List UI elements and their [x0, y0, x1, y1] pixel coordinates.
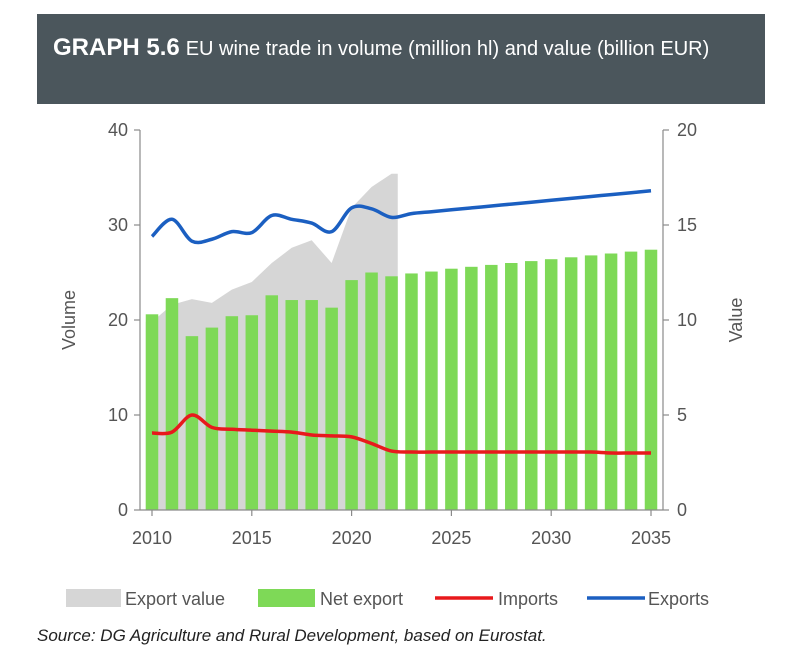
y2-tick-label: 5: [677, 405, 687, 425]
y2-tick-label: 20: [677, 120, 697, 140]
y-tick-label: 10: [108, 405, 128, 425]
legend-label-exports: Exports: [648, 589, 709, 609]
y2-tick-label: 0: [677, 500, 687, 520]
graph-number: GRAPH 5.6: [53, 34, 180, 61]
legend: Export value Net export Imports Exports: [66, 589, 709, 609]
net-export-bar-2034: [624, 251, 638, 510]
net-export-bar-2028: [505, 263, 518, 510]
net-export-bar-2035: [644, 249, 658, 510]
net-export-bar-2033: [604, 253, 618, 510]
x-tick-label: 2035: [631, 528, 671, 548]
y-tick-label: 0: [118, 500, 128, 520]
net-export-bar-2030: [544, 259, 558, 510]
net-export-bar-2019: [325, 307, 338, 510]
net-export-bar-2017: [285, 300, 298, 510]
legend-label-imports: Imports: [498, 589, 558, 609]
x-tick-label: 2015: [232, 528, 272, 548]
net-export-bar-2016: [265, 295, 279, 510]
x-tick-label: 2030: [531, 528, 571, 548]
legend-label-export-value: Export value: [125, 589, 225, 609]
source-note: Source: DG Agriculture and Rural Develop…: [37, 626, 547, 645]
graph-title: EU wine trade in volume (million hl) and…: [185, 38, 710, 60]
net-export-bars-layer: [145, 249, 658, 510]
y2-tick-label: 10: [677, 310, 697, 330]
legend-swatch-net-export: [258, 589, 315, 607]
x-tick-label: 2010: [132, 528, 172, 548]
net-export-bar-2011: [165, 298, 179, 510]
y2-axis-title: Value: [726, 298, 746, 343]
y-tick-label: 40: [108, 120, 128, 140]
net-export-bar-2032: [584, 255, 598, 510]
y-tick-label: 20: [108, 310, 128, 330]
imports-line: [151, 413, 651, 455]
legend-label-net-export: Net export: [320, 589, 403, 609]
net-export-bar-2015: [245, 315, 259, 510]
x-tick-label: 2025: [431, 528, 471, 548]
y-tick-label: 30: [108, 215, 128, 235]
net-export-bar-2027: [485, 264, 498, 510]
net-export-bar-2010: [145, 314, 159, 510]
x-tick-label: 2020: [332, 528, 372, 548]
graph-header: GRAPH 5.6 EU wine trade in volume (millio…: [37, 14, 765, 104]
net-export-bar-2020: [345, 280, 358, 510]
net-export-bar-2023: [405, 273, 418, 510]
net-export-bar-2022: [385, 276, 398, 510]
y2-tick-label: 15: [677, 215, 697, 235]
exports-line: [150, 189, 652, 245]
net-export-bar-2029: [524, 261, 538, 510]
net-export-bar-2025: [445, 268, 458, 510]
net-export-bar-2018: [305, 300, 318, 510]
y-axis-title: Volume: [59, 290, 79, 350]
net-export-bar-2012: [185, 336, 199, 510]
trade-lines-layer: [150, 189, 652, 455]
net-export-bar-2026: [465, 266, 478, 510]
net-export-bar-2013: [205, 327, 219, 510]
net-export-bar-2024: [425, 271, 438, 510]
net-export-bar-2014: [225, 316, 239, 510]
legend-swatch-export-value: [66, 589, 121, 607]
net-export-bar-2031: [564, 257, 578, 510]
net-export-bar-2021: [365, 272, 378, 510]
